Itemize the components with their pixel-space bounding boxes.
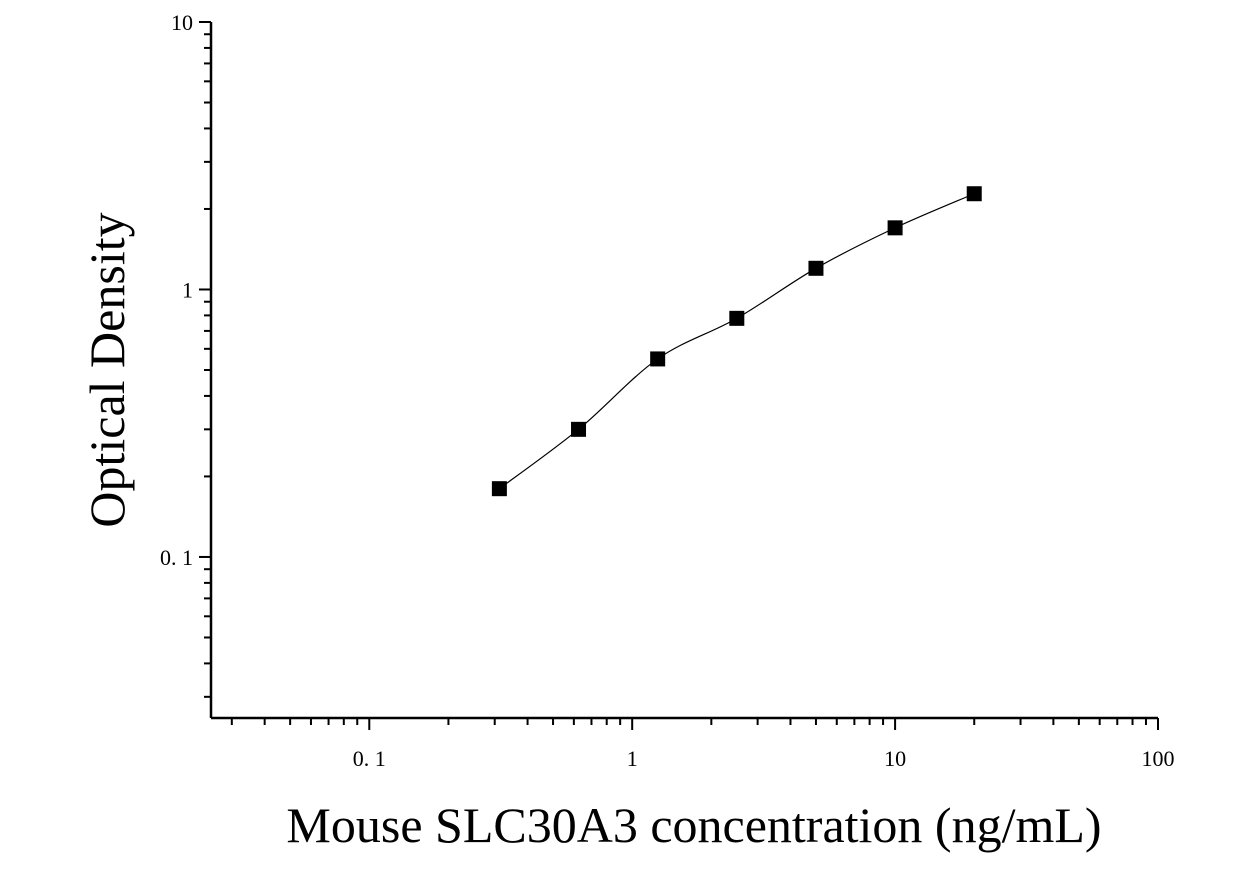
y-tick-label: 10 [171, 10, 193, 35]
data-point [729, 310, 745, 326]
y-tick-label: 0. 1 [160, 545, 193, 570]
y-axis-title: Optical Density [79, 212, 135, 527]
x-tick-label: 10 [884, 746, 906, 771]
x-tick-label: 0. 1 [353, 746, 386, 771]
y-tick-label: 1 [182, 277, 193, 302]
data-point [491, 481, 507, 497]
data-point [887, 220, 903, 236]
data-point [650, 351, 666, 367]
y-axis-ticks: 0. 1 1 10 [160, 10, 211, 698]
data-points [491, 186, 982, 497]
data-point [571, 421, 587, 437]
x-axis-ticks: 0. 1 1 10 100 [230, 718, 1175, 771]
x-tick-label: 1 [627, 746, 638, 771]
fit-curve [499, 193, 975, 490]
x-tick-label: 100 [1142, 746, 1175, 771]
axes: 0. 1 1 10 100 0. 1 1 10 [160, 10, 1175, 771]
data-point [808, 260, 824, 276]
data-point [966, 186, 982, 202]
x-axis-title: Mouse SLC30A3 concentration (ng/mL) [286, 797, 1101, 853]
